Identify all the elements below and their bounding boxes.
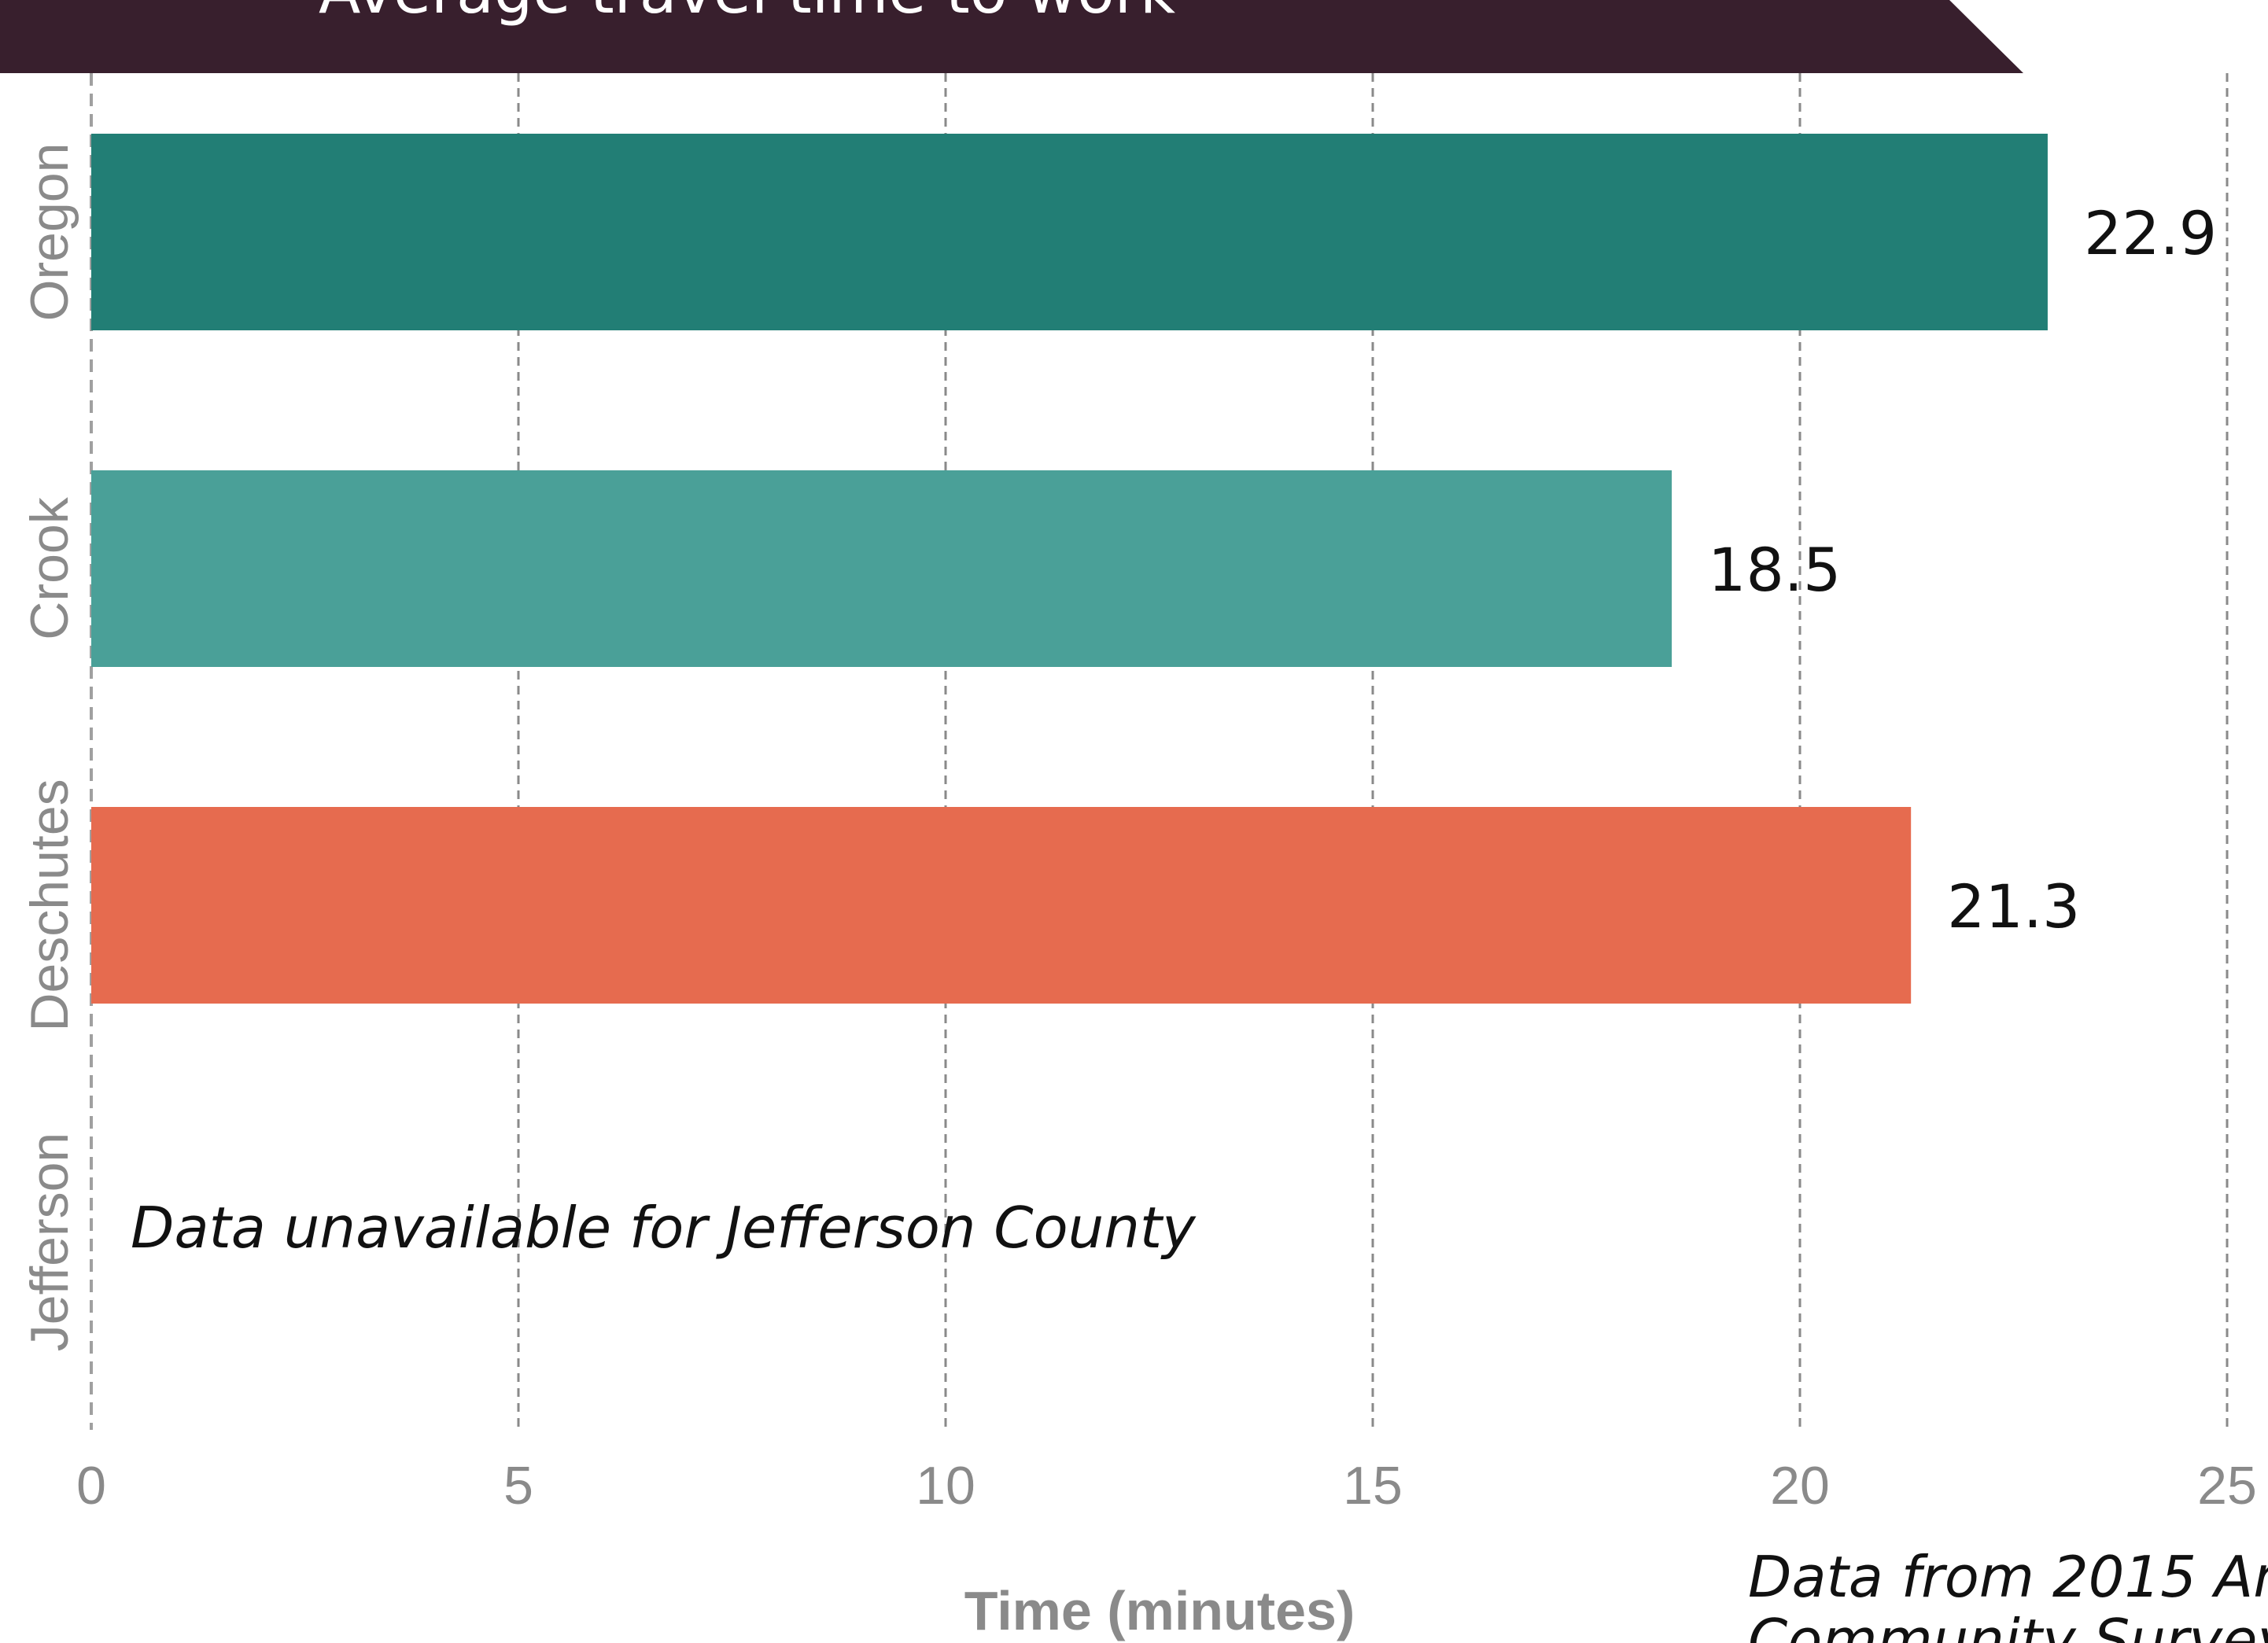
tick-label-15: 15: [1343, 1456, 1403, 1516]
source-note-line1: Data from 2015 American: [1748, 1544, 2268, 1610]
bar-deschutes: [91, 807, 1912, 1004]
tick-label-0: 0: [76, 1456, 106, 1516]
category-label-crook: Crook: [20, 496, 79, 639]
chart-title: Average travel time to work: [319, 0, 1175, 28]
bar-oregon: [91, 134, 2048, 330]
tick-label-5: 5: [503, 1456, 533, 1516]
value-labels: 22.9 18.5 21.3: [1708, 198, 2217, 941]
tick-label-25: 25: [2197, 1456, 2257, 1516]
missing-data-note: Data unavailable for Jefferson County: [131, 1195, 1197, 1261]
tick-label-10: 10: [916, 1456, 975, 1516]
value-label-oregon: 22.9: [2084, 198, 2217, 268]
category-label-jefferson: Jefferson: [20, 1133, 79, 1351]
tick-label-20: 20: [1770, 1456, 1830, 1516]
category-labels: Oregon Crook Deschutes Jefferson: [20, 143, 79, 1352]
bars: [91, 134, 2048, 1004]
value-label-deschutes: 21.3: [1947, 871, 2080, 941]
value-label-crook: 18.5: [1708, 535, 1841, 605]
category-label-deschutes: Deschutes: [20, 779, 79, 1031]
bar-crook: [91, 470, 1672, 667]
source-note-line2: Community Survey: [1748, 1607, 2268, 1643]
x-axis-title: Time (minutes): [964, 1580, 1355, 1641]
title-banner: [0, 0, 2023, 73]
category-label-oregon: Oregon: [20, 143, 79, 322]
tick-labels: 0 5 10 15 20 25: [76, 1456, 2257, 1516]
